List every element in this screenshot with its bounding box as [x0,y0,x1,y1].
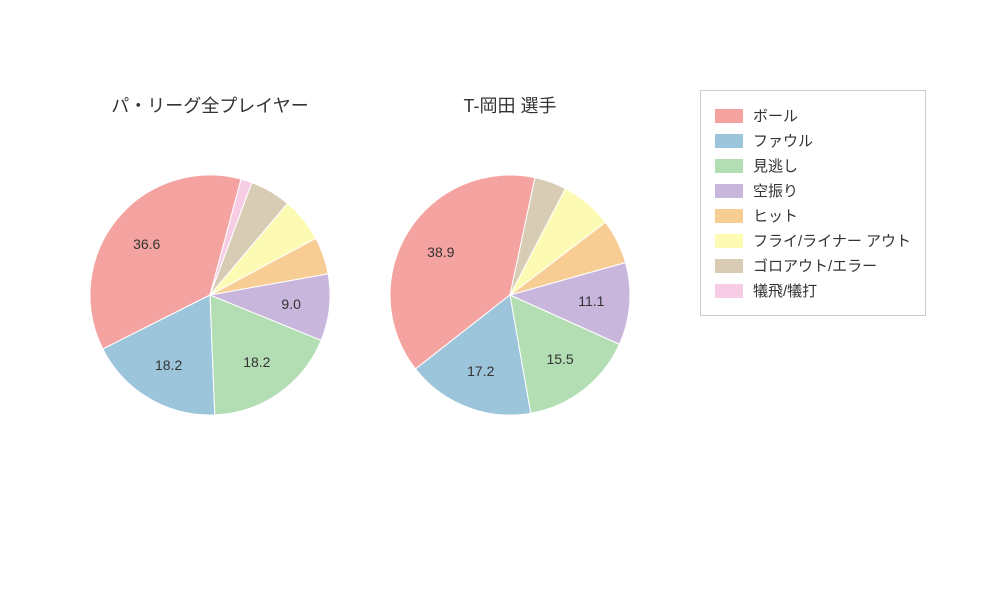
pie-player [388,173,632,417]
legend-item-look: 見逃し [715,155,911,176]
legend-swatch-look [715,159,743,173]
legend-item-sac: 犠飛/犠打 [715,280,911,301]
legend-label-flyliner: フライ/ライナー アウト [753,230,911,251]
legend-label-foul: ファウル [753,130,813,151]
chart-title-player: T-岡田 選手 [464,92,557,118]
legend-swatch-ball [715,109,743,123]
legend-item-ground: ゴロアウト/エラー [715,255,911,276]
pie-league [88,173,332,417]
legend-swatch-swing [715,184,743,198]
chart-stage: パ・リーグ全プレイヤー36.618.218.29.0T-岡田 選手38.917.… [0,0,1000,600]
legend-swatch-foul [715,134,743,148]
legend-item-swing: 空振り [715,180,911,201]
legend-swatch-flyliner [715,234,743,248]
legend-swatch-ground [715,259,743,273]
chart-title-league: パ・リーグ全プレイヤー [111,92,308,118]
legend-item-flyliner: フライ/ライナー アウト [715,230,911,251]
legend-label-ball: ボール [753,105,798,126]
legend-label-swing: 空振り [753,180,798,201]
legend-item-ball: ボール [715,105,911,126]
legend-swatch-hit [715,209,743,223]
legend: ボールファウル見逃し空振りヒットフライ/ライナー アウトゴロアウト/エラー犠飛/… [700,90,926,316]
legend-item-foul: ファウル [715,130,911,151]
legend-label-look: 見逃し [753,155,798,176]
legend-label-sac: 犠飛/犠打 [753,280,817,301]
legend-item-hit: ヒット [715,205,911,226]
legend-swatch-sac [715,284,743,298]
legend-label-ground: ゴロアウト/エラー [753,255,877,276]
legend-label-hit: ヒット [753,205,798,226]
